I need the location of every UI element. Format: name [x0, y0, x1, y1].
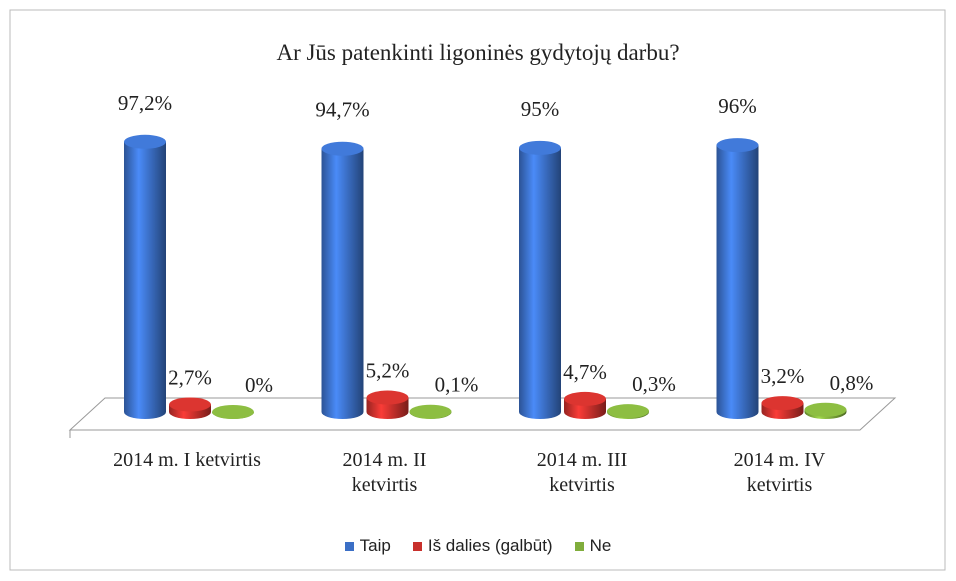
cylinder-body — [716, 145, 759, 420]
cylinder-body — [519, 147, 561, 419]
chart-title: Ar Jūs patenkinti ligoninės gydytojų dar… — [276, 40, 679, 65]
x-tick-label: 2014 m. I ketvirtis — [113, 449, 261, 471]
legend-label: Iš dalies (galbūt) — [427, 536, 553, 555]
x-tick-label: 2014 m. III ketvirtis — [536, 449, 628, 496]
cylinder-body — [124, 141, 166, 419]
cylinder — [804, 402, 847, 420]
legend-swatch — [574, 541, 584, 551]
cylinder-top — [124, 134, 166, 149]
cylinder — [607, 404, 649, 419]
legend-swatch — [412, 541, 422, 551]
x-tick-label: 2014 m. II ketvirtis — [342, 449, 427, 496]
cylinder-top — [409, 404, 452, 419]
value-label: 97,2% — [118, 91, 172, 115]
cylinder-top — [212, 405, 254, 419]
cylinder-body — [321, 148, 364, 420]
legend-item: Taip — [344, 536, 391, 556]
cylinder-top — [716, 138, 759, 153]
legend-label: Ne — [589, 536, 612, 555]
cylinder — [761, 396, 804, 420]
cylinder — [716, 138, 759, 420]
cylinder — [564, 391, 606, 419]
value-label: 0,3% — [632, 372, 676, 396]
cylinder-top — [321, 141, 364, 156]
legend-label: Taip — [359, 536, 391, 555]
legend-item: Ne — [574, 536, 612, 556]
value-label: 2,7% — [168, 365, 212, 389]
value-label: 3,2% — [761, 364, 805, 388]
legend-item: Iš dalies (galbūt) — [412, 536, 553, 556]
value-label: 0,1% — [435, 373, 479, 397]
legend-swatch — [344, 541, 354, 551]
cylinder — [409, 404, 452, 420]
cylinder — [124, 134, 166, 419]
value-label: 96% — [718, 94, 757, 118]
cylinder-top — [607, 404, 649, 419]
cylinder — [519, 140, 561, 419]
cylinder-top — [519, 140, 561, 155]
x-tick-label: 2014 m. IV ketvirtis — [733, 449, 826, 496]
cylinder-top — [804, 402, 847, 417]
value-label: 0% — [245, 373, 273, 397]
value-label: 94,7% — [315, 98, 369, 122]
value-label: 5,2% — [366, 359, 410, 383]
cylinder — [321, 141, 364, 420]
value-label: 4,7% — [563, 360, 607, 384]
cylinder — [169, 397, 211, 419]
cylinder-top — [564, 391, 606, 406]
cylinder-top — [169, 397, 211, 412]
cylinder-top — [366, 390, 409, 405]
legend: Taip Iš dalies (galbūt) Ne — [0, 536, 956, 556]
cylinder — [212, 405, 254, 419]
cylinder — [366, 390, 409, 420]
value-label: 95% — [521, 97, 560, 121]
cylinder-top — [761, 396, 804, 411]
value-label: 0,8% — [830, 371, 874, 395]
floor — [68, 397, 897, 431]
